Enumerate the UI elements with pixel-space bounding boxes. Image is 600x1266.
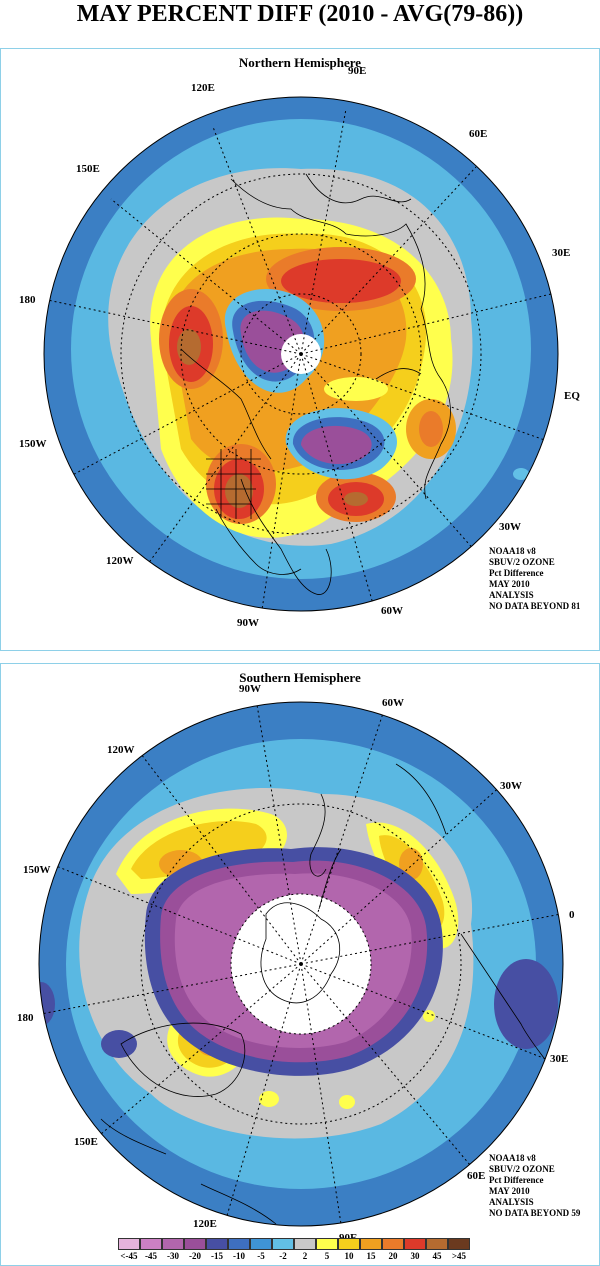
- north-info-line: Pct Difference: [489, 568, 544, 578]
- north-lon-label-30w: 30W: [499, 521, 521, 533]
- color-scale-swatch: [272, 1238, 294, 1250]
- north-lon-label-30e: 30E: [552, 247, 570, 259]
- north-coastlines: [180, 173, 451, 595]
- north-info-line: NO DATA BEYOND 81: [489, 601, 581, 611]
- color-scale-label: 2: [302, 1251, 308, 1261]
- south-lon-label-0: 0: [569, 909, 575, 921]
- south-info-line: SBUV/2 OZONE: [489, 1164, 555, 1174]
- north-lon-label-90e: 90E: [348, 65, 366, 77]
- northern-hemisphere-title: Northern Hemisphere: [238, 55, 362, 70]
- north-lon-label-120e: 120E: [191, 82, 215, 94]
- south-lon-label-60w: 60W: [382, 697, 404, 709]
- north-graticule: [44, 108, 557, 611]
- south-lon-label-180: 180: [17, 1012, 34, 1024]
- north-lon-label-150w: 150W: [19, 438, 47, 450]
- color-scale-legend: <-45 -45 -30 -20 -15 -10 -5 -2 2 5 10 15 20 30 45 >45: [118, 1238, 470, 1264]
- color-scale-label: -20: [189, 1251, 201, 1261]
- color-scale-label: >45: [451, 1251, 467, 1261]
- southern-hemisphere-panel: Southern Hemisphere: [0, 663, 600, 1266]
- color-scale-swatch: [206, 1238, 228, 1250]
- south-lon-label-150w: 150W: [23, 864, 51, 876]
- color-scale-swatch: [250, 1238, 272, 1250]
- northern-hemisphere-panel: Northern Hemisphere: [0, 48, 600, 651]
- south-info-line: MAY 2010: [489, 1186, 530, 1196]
- color-scale-swatch: [294, 1238, 316, 1250]
- north-lon-label-60w: 60W: [381, 605, 403, 617]
- color-scale-swatches: [118, 1238, 470, 1250]
- color-scale-label: 5: [324, 1251, 330, 1261]
- south-lon-label-30w: 30W: [500, 780, 522, 792]
- southern-hemisphere-map: 90W 60W 30W 0 30E 60E 90E 120E 150E 180 …: [17, 683, 575, 1244]
- south-lon-label-30e: 30E: [550, 1053, 568, 1065]
- north-lon-label-120w: 120W: [106, 555, 134, 567]
- color-scale-swatch: [360, 1238, 382, 1250]
- south-graticule: [40, 702, 562, 1225]
- north-info-line: NOAA18 v8: [489, 546, 536, 556]
- color-scale-labels: <-45 -45 -30 -20 -15 -10 -5 -2 2 5 10 15 20 30 45 >45: [118, 1251, 470, 1263]
- south-lon-label-90w: 90W: [239, 683, 261, 695]
- color-scale-swatch: [382, 1238, 404, 1250]
- color-scale-label: 10: [344, 1251, 354, 1261]
- color-scale-label: -45: [145, 1251, 157, 1261]
- southern-hemisphere-title: Southern Hemisphere: [239, 670, 361, 685]
- south-info-line: Pct Difference: [489, 1175, 544, 1185]
- color-scale-label: -10: [233, 1251, 245, 1261]
- south-longitude-labels: 90W 60W 30W 0 30E 60E 90E 120E 150E 180 …: [17, 683, 575, 1244]
- color-scale-swatch: [404, 1238, 426, 1250]
- north-info-line: SBUV/2 OZONE: [489, 557, 555, 567]
- south-lon-label-120w: 120W: [107, 744, 135, 756]
- north-contour-fill: [71, 119, 531, 579]
- south-info-line: NO DATA BEYOND 59: [489, 1208, 581, 1218]
- color-scale-label: -30: [167, 1251, 179, 1261]
- south-info-line: NOAA18 v8: [489, 1153, 536, 1163]
- color-scale-label: 45: [432, 1251, 442, 1261]
- color-scale-swatch: [140, 1238, 162, 1250]
- north-lon-label-90w: 90W: [237, 617, 259, 629]
- color-scale-swatch: [228, 1238, 250, 1250]
- page-title: MAY PERCENT DIFF (2010 - AVG(79-86)): [76, 1, 524, 27]
- color-scale-label: -2: [279, 1251, 287, 1261]
- north-lon-label-60e: 60E: [469, 128, 487, 140]
- north-longitude-labels: 90E 60E 30E EQ 30W 60W 90W 120W 150W 180…: [19, 65, 580, 629]
- color-scale-swatch: [118, 1238, 140, 1250]
- color-scale-swatch: [338, 1238, 360, 1250]
- northern-hemisphere-map: 90E 60E 30E EQ 30W 60W 90W 120W 150W 180…: [19, 65, 580, 629]
- south-info-block: NOAA18 v8 SBUV/2 OZONE Pct Difference MA…: [489, 1153, 580, 1219]
- north-info-line: ANALYSIS: [489, 590, 534, 600]
- south-lon-label-120e: 120E: [193, 1218, 217, 1230]
- color-scale-label: <-45: [120, 1251, 138, 1261]
- color-scale-swatch: [448, 1238, 470, 1250]
- north-lon-label-eq: EQ: [564, 390, 580, 402]
- south-lon-label-60e: 60E: [467, 1170, 485, 1182]
- north-info-block: NOAA18 v8 SBUV/2 OZONE Pct Difference MA…: [489, 546, 580, 612]
- color-scale-swatch: [162, 1238, 184, 1250]
- color-scale-label: 30: [410, 1251, 420, 1261]
- north-info-line: MAY 2010: [489, 579, 530, 589]
- south-lon-label-150e: 150E: [74, 1136, 98, 1148]
- color-scale-swatch: [426, 1238, 448, 1250]
- color-scale-label: 15: [366, 1251, 376, 1261]
- color-scale-swatch: [316, 1238, 338, 1250]
- north-lon-label-150e: 150E: [76, 163, 100, 175]
- color-scale-label: -5: [257, 1251, 265, 1261]
- color-scale-label: 20: [388, 1251, 398, 1261]
- color-scale-label: -15: [211, 1251, 223, 1261]
- color-scale-swatch: [184, 1238, 206, 1250]
- north-lon-label-180: 180: [19, 294, 36, 306]
- south-info-line: ANALYSIS: [489, 1197, 534, 1207]
